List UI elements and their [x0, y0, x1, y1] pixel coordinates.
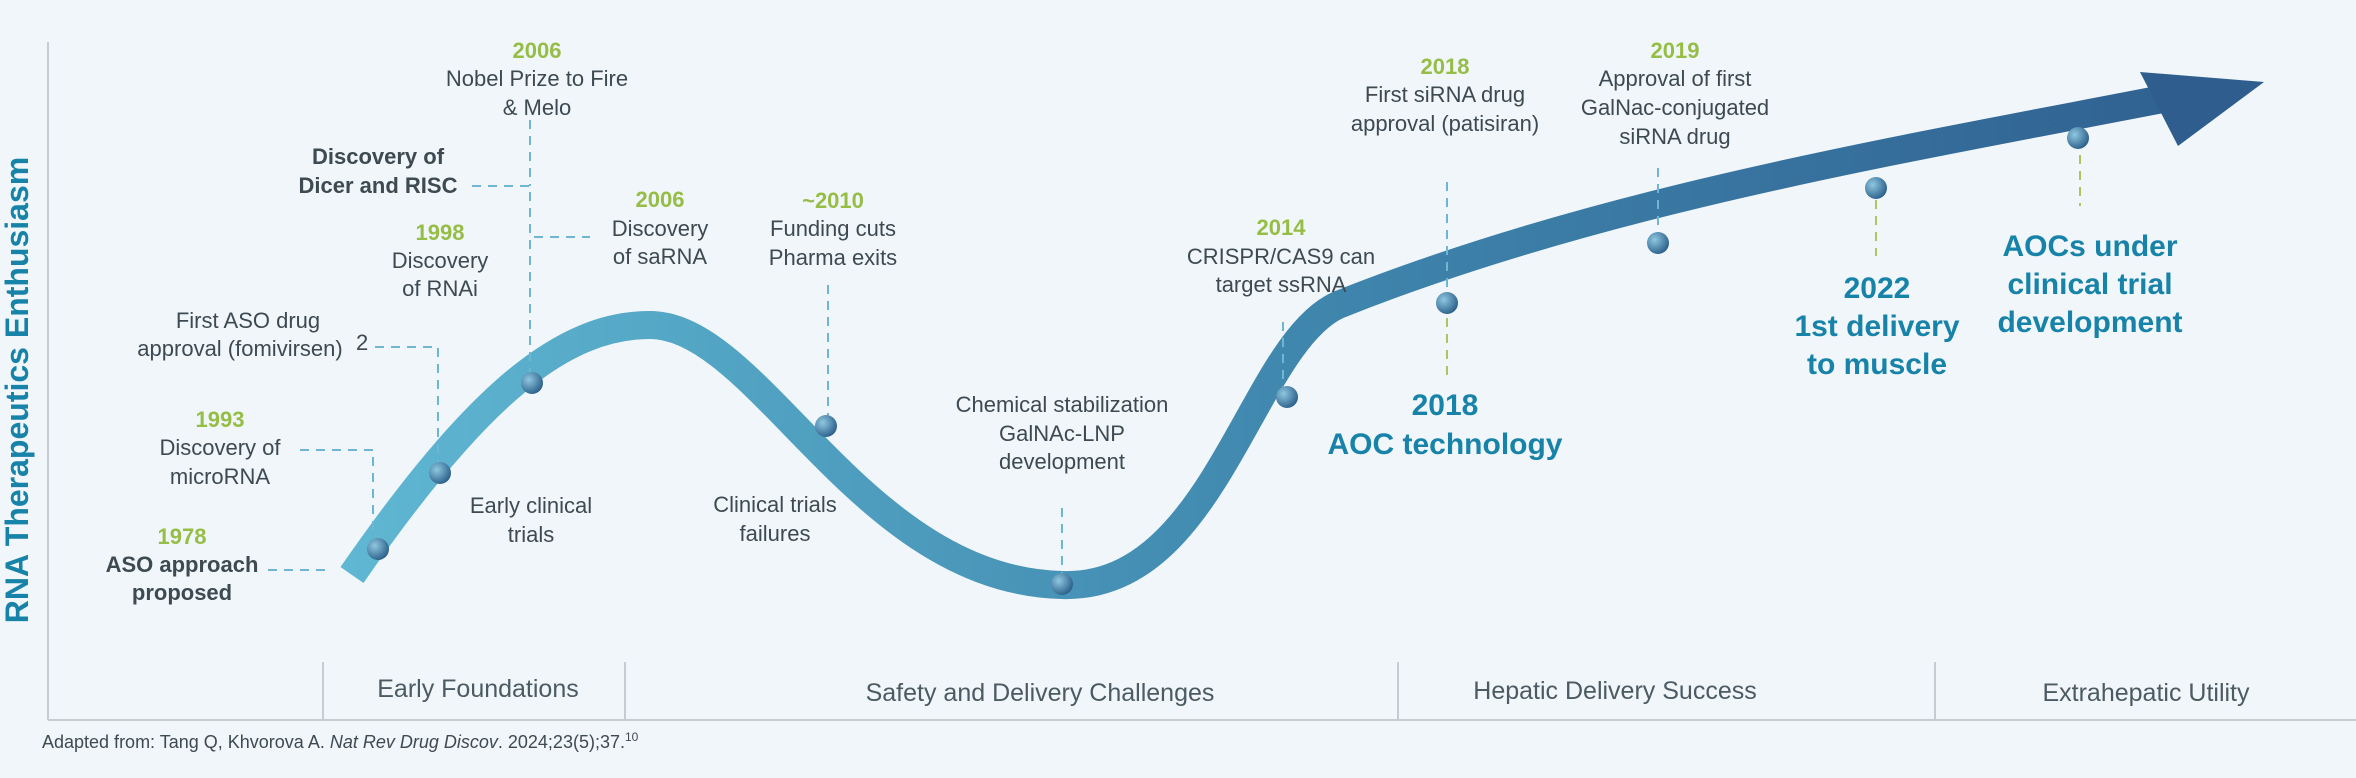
- citation-prefix: Adapted from: Tang Q, Khvorova A.: [42, 732, 330, 752]
- y-axis-title: RNA Therapeutics Enthusiasm: [0, 157, 35, 623]
- milestone-2019: 2019 Approval of first GalNac-conjugated…: [1581, 38, 1769, 149]
- highlight-aocs-clinical: AOCs under clinical trial development: [1997, 230, 2182, 339]
- milestone-label-line: Discovery: [392, 248, 489, 273]
- milestone-2018-sirna: 2018 First siRNA drug approval (patisira…: [1351, 54, 1539, 136]
- milestone-2010: ~2010 Funding cuts Pharma exits: [769, 188, 897, 270]
- milestone-label-line: of saRNA: [613, 244, 707, 269]
- highlight-label-line: development: [1997, 306, 2182, 339]
- milestone-fomivirsen: First ASO drug approval (fomivirsen) 2: [137, 308, 368, 361]
- milestone-label-line: microRNA: [170, 464, 271, 489]
- milestone-year: 2006: [636, 187, 685, 212]
- milestone-year: 1998: [416, 220, 465, 245]
- milestone-label-line: Funding cuts: [770, 216, 896, 241]
- marker-dot: [1647, 232, 1669, 254]
- marker-dot: [1276, 386, 1298, 408]
- citation-superscript: 10: [625, 730, 639, 744]
- note-label-line: GalNAc-LNP: [999, 421, 1125, 446]
- milestone-label-line: First ASO drug: [176, 308, 320, 333]
- curve-markers: [367, 127, 2089, 595]
- milestone-label-line: target ssRNA: [1216, 272, 1347, 297]
- milestone-1998: 1998 Discovery of RNAi: [392, 220, 489, 301]
- milestone-year: 2019: [1651, 38, 1700, 63]
- milestone-label-line: approval (patisiran): [1351, 111, 1539, 136]
- milestone-year: 2006: [513, 38, 562, 63]
- milestone-label-line: Approval of first: [1599, 66, 1752, 91]
- milestone-1978: 1978 ASO approach proposed: [106, 524, 259, 605]
- highlight-aoc-2018: 2018 AOC technology: [1327, 389, 1562, 461]
- marker-dot: [429, 462, 451, 484]
- marker-dot: [1865, 177, 1887, 199]
- marker-dot: [521, 372, 543, 394]
- note-label-line: trials: [508, 522, 554, 547]
- milestone-label-line: Discovery: [612, 216, 709, 241]
- milestone-label-line: Discovery of: [312, 144, 445, 169]
- note-label-line: failures: [740, 521, 811, 546]
- phase-label-safety-delivery: Safety and Delivery Challenges: [866, 679, 1215, 707]
- citation: Adapted from: Tang Q, Khvorova A. Nat Re…: [42, 730, 639, 752]
- highlight-label-line: 2018: [1412, 389, 1479, 422]
- milestone-label-line: Nobel Prize to Fire: [446, 66, 628, 91]
- note-chemical-stabilization: Chemical stabilization GalNAc-LNP develo…: [956, 392, 1169, 474]
- milestone-label-line: CRISPR/CAS9 can: [1187, 244, 1375, 269]
- milestone-year: 1978: [158, 524, 207, 549]
- milestone-label-line: GalNac-conjugated: [1581, 95, 1769, 120]
- milestone-year: 1993: [196, 407, 245, 432]
- milestone-label-line: approval (fomivirsen): [137, 336, 342, 361]
- milestone-label-line: siRNA drug: [1619, 124, 1730, 149]
- highlight-label-line: 2022: [1844, 272, 1911, 305]
- note-early-clinical-trials: Early clinical trials: [470, 493, 592, 547]
- highlight-label-line: AOC technology: [1327, 428, 1562, 461]
- note-label-line: Early clinical: [470, 493, 592, 518]
- milestone-label-line: & Melo: [503, 95, 571, 120]
- citation-journal: Nat Rev Drug Discov: [330, 732, 499, 752]
- milestone-label-line: Discovery of: [159, 435, 281, 460]
- curve-arrowhead: [2140, 72, 2264, 146]
- highlight-label-line: to muscle: [1807, 348, 1947, 381]
- marker-dot: [1051, 573, 1073, 595]
- marker-dot: [367, 538, 389, 560]
- milestone-2014: 2014 CRISPR/CAS9 can target ssRNA: [1187, 215, 1375, 297]
- phase-labels: Early Foundations Safety and Delivery Ch…: [377, 675, 2250, 707]
- citation-suffix: . 2024;23(5);37.: [498, 732, 625, 752]
- highlight-muscle-2022: 2022 1st delivery to muscle: [1794, 272, 1959, 381]
- marker-dot: [1436, 292, 1458, 314]
- note-clinical-trial-failures: Clinical trials failures: [713, 492, 836, 546]
- milestone-1993: 1993 Discovery of microRNA: [159, 407, 281, 489]
- phase-label-extrahepatic: Extrahepatic Utility: [2042, 679, 2250, 707]
- highlight-label-line: 1st delivery: [1794, 310, 1959, 343]
- marker-dot: [2067, 127, 2089, 149]
- milestone-label-line: Pharma exits: [769, 245, 897, 270]
- milestone-label-line: First siRNA drug: [1365, 82, 1525, 107]
- highlight-label-line: clinical trial: [2007, 268, 2172, 301]
- note-label-line: Clinical trials: [713, 492, 836, 517]
- leader-line-fomivirsen: [375, 346, 439, 467]
- milestone-label-line: ASO approach: [106, 552, 259, 577]
- milestone-2006-sarna: 2006 Discovery of saRNA: [612, 187, 709, 269]
- accent-leader-lines: [1446, 155, 2081, 378]
- enthusiasm-curve: [340, 84, 2171, 600]
- note-label-line: Chemical stabilization: [956, 392, 1169, 417]
- milestone-label-line: of RNAi: [402, 276, 478, 301]
- leader-line-1993: [300, 449, 374, 530]
- milestone-label-line: Dicer and RISC: [299, 173, 458, 198]
- milestone-dicer-risc: Discovery of Dicer and RISC: [299, 144, 458, 198]
- highlight-label-line: AOCs under: [2002, 230, 2177, 263]
- note-label-line: development: [999, 449, 1125, 474]
- phase-label-hepatic-delivery: Hepatic Delivery Success: [1473, 677, 1756, 705]
- phase-label-early-foundations: Early Foundations: [377, 675, 579, 703]
- milestone-year: ~2010: [802, 188, 864, 213]
- milestone-label-line: proposed: [132, 580, 232, 605]
- milestone-2006-nobel: 2006 Nobel Prize to Fire & Melo: [446, 38, 628, 120]
- marker-dot: [815, 415, 837, 437]
- leader-line-dicer: [472, 185, 531, 383]
- milestone-year: 2018: [1421, 54, 1470, 79]
- milestone-superscript: 2: [356, 330, 368, 355]
- milestone-year: 2014: [1257, 215, 1307, 240]
